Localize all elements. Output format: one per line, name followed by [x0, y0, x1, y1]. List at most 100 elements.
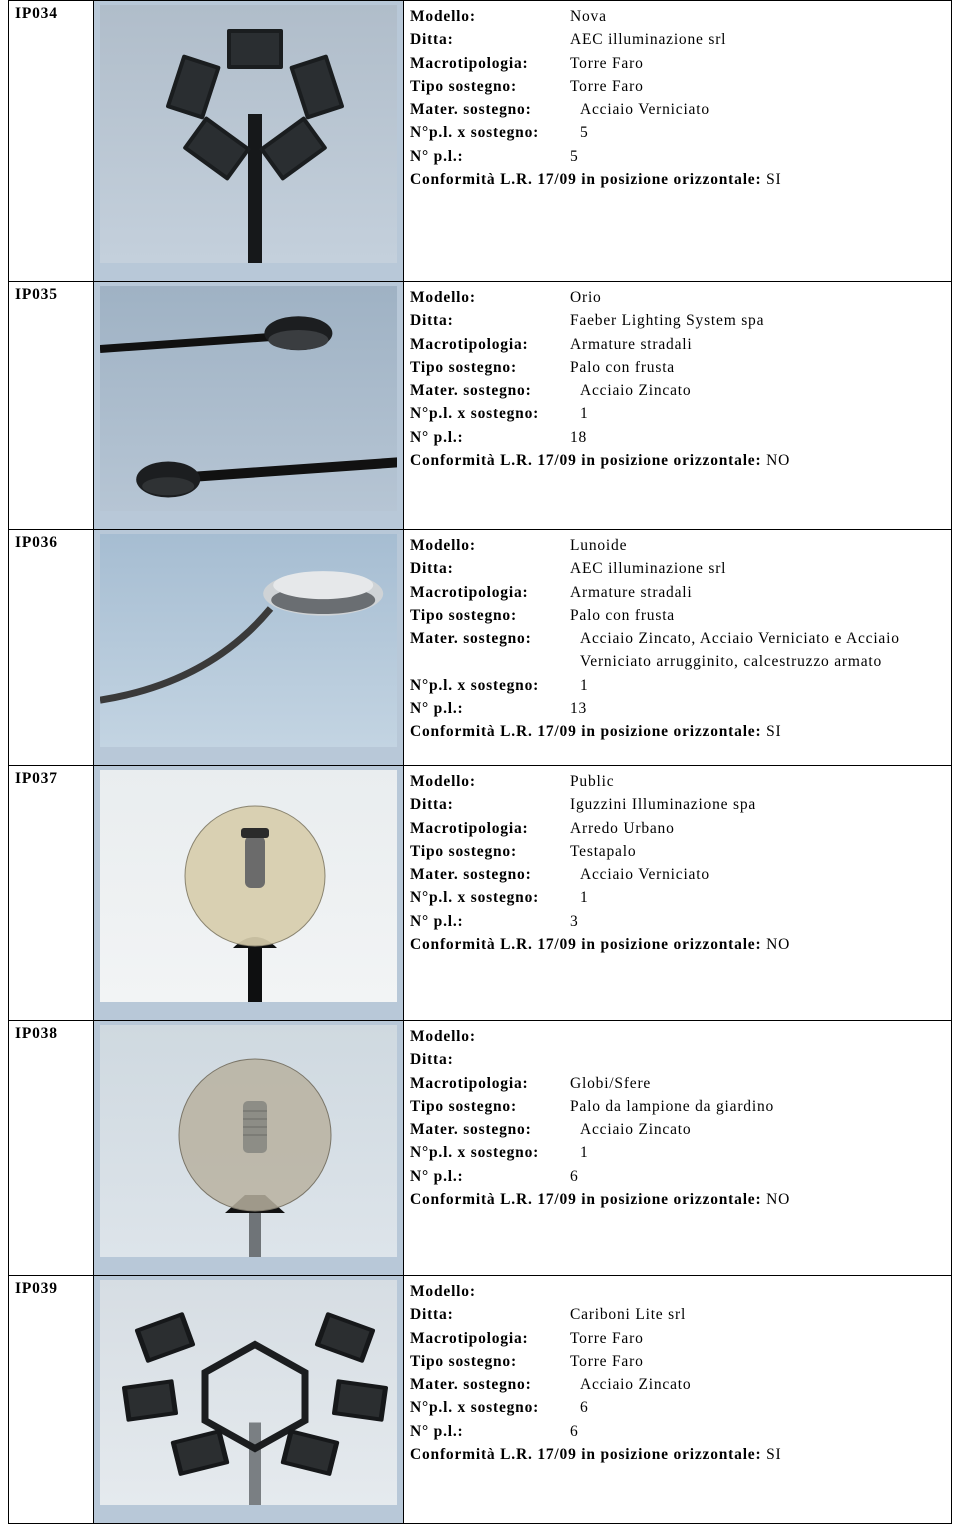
field-value: Armature stradali	[570, 333, 945, 356]
field-conformita: Conformità L.R. 17/09 in posizione orizz…	[410, 933, 945, 956]
field-mater_sostegno: Mater. sostegno:Acciaio Verniciato	[410, 863, 945, 886]
field-value: 1	[580, 886, 945, 909]
field-label: Tipo sostegno:	[410, 1095, 570, 1118]
field-mater_sostegno: Mater. sostegno:Acciaio Zincato	[410, 1373, 945, 1396]
conformita-value: SI	[766, 1446, 781, 1463]
field-value: 1	[580, 402, 945, 425]
row-image	[94, 1021, 404, 1276]
field-label: N°p.l. x sostegno:	[410, 121, 580, 144]
field-macrotipologia: Macrotipologia:Armature stradali	[410, 581, 945, 604]
field-value: 5	[580, 121, 945, 144]
field-value: Orio	[570, 286, 945, 309]
field-mater_sostegno: Mater. sostegno:Acciaio Zincato	[410, 1118, 945, 1141]
field-value: 1	[580, 1141, 945, 1164]
table-row: IP039 Modello:Ditta:Cariboni Lite srlMac…	[9, 1276, 952, 1524]
row-id: IP037	[9, 766, 94, 1021]
field-npl_x_sostegno: N°p.l. x sostegno:1	[410, 402, 945, 425]
conformita-label: Conformità L.R. 17/09 in posizione orizz…	[410, 452, 755, 469]
row-image	[94, 1, 404, 282]
field-ditta: Ditta:AEC illuminazione srl	[410, 28, 945, 51]
field-label: N° p.l.:	[410, 697, 570, 720]
field-label: Macrotipologia:	[410, 581, 570, 604]
field-value: Acciaio Verniciato	[580, 98, 945, 121]
field-label: Tipo sostegno:	[410, 356, 570, 379]
conformita-value: SI	[766, 723, 781, 740]
field-mater_sostegno: Mater. sostegno:Acciaio Verniciato	[410, 98, 945, 121]
row-id: IP035	[9, 282, 94, 530]
row-id: IP036	[9, 530, 94, 766]
field-npl_x_sostegno: N°p.l. x sostegno:1	[410, 674, 945, 697]
field-label: Ditta:	[410, 793, 570, 816]
row-info: Modello:OrioDitta:Faeber Lighting System…	[404, 282, 952, 530]
field-ditta: Ditta:	[410, 1048, 945, 1071]
field-mater_sostegno: Mater. sostegno:Acciaio Zincato	[410, 379, 945, 402]
field-npl_x_sostegno: N°p.l. x sostegno:1	[410, 1141, 945, 1164]
conformita-value: NO	[766, 452, 790, 469]
row-id: IP038	[9, 1021, 94, 1276]
field-label: Tipo sostegno:	[410, 75, 570, 98]
field-label: Mater. sostegno:	[410, 863, 580, 886]
field-conformita: Conformità L.R. 17/09 in posizione orizz…	[410, 449, 945, 472]
field-value: Palo con frusta	[570, 356, 945, 379]
field-macrotipologia: Macrotipologia:Torre Faro	[410, 52, 945, 75]
field-tipo_sostegno: Tipo sostegno:Palo da lampione da giardi…	[410, 1095, 945, 1118]
field-macrotipologia: Macrotipologia:Arredo Urbano	[410, 817, 945, 840]
field-value	[570, 1280, 945, 1303]
field-label: N° p.l.:	[410, 1165, 570, 1188]
field-modello: Modello:	[410, 1280, 945, 1303]
field-ditta: Ditta:AEC illuminazione srl	[410, 557, 945, 580]
field-value: Faeber Lighting System spa	[570, 309, 945, 332]
field-label: N° p.l.:	[410, 426, 570, 449]
field-macrotipologia: Macrotipologia:Torre Faro	[410, 1327, 945, 1350]
table-row: IP035 Modello:OrioDitta:Faeber Lighting …	[9, 282, 952, 530]
field-label: Tipo sostegno:	[410, 840, 570, 863]
row-info: Modello:LunoideDitta:AEC illuminazione s…	[404, 530, 952, 766]
field-macrotipologia: Macrotipologia:Armature stradali	[410, 333, 945, 356]
field-label: Mater. sostegno:	[410, 627, 580, 674]
field-label: Ditta:	[410, 1048, 570, 1071]
field-ditta: Ditta:Faeber Lighting System spa	[410, 309, 945, 332]
field-value: Globi/Sfere	[570, 1072, 945, 1095]
field-conformita: Conformità L.R. 17/09 in posizione orizz…	[410, 1443, 945, 1466]
field-value: Testapalo	[570, 840, 945, 863]
catalog-table: IP034 Modello:NovaDitta:AEC illuminazion…	[8, 0, 952, 1524]
field-label: N°p.l. x sostegno:	[410, 886, 580, 909]
field-label: Macrotipologia:	[410, 1072, 570, 1095]
field-ditta: Ditta:Iguzzini Illuminazione spa	[410, 793, 945, 816]
field-label: N°p.l. x sostegno:	[410, 674, 580, 697]
field-tipo_sostegno: Tipo sostegno:Testapalo	[410, 840, 945, 863]
field-value	[570, 1025, 945, 1048]
field-npl: N° p.l.:6	[410, 1165, 945, 1188]
field-label: Modello:	[410, 1280, 570, 1303]
field-label: Macrotipologia:	[410, 1327, 570, 1350]
field-value: Acciaio Zincato	[580, 379, 945, 402]
field-value: Public	[570, 770, 945, 793]
field-label: Ditta:	[410, 28, 570, 51]
conformita-label: Conformità L.R. 17/09 in posizione orizz…	[410, 1446, 755, 1463]
field-label: Modello:	[410, 286, 570, 309]
field-value: Nova	[570, 5, 945, 28]
row-info: Modello:NovaDitta:AEC illuminazione srlM…	[404, 1, 952, 282]
field-value: Armature stradali	[570, 581, 945, 604]
field-ditta: Ditta:Cariboni Lite srl	[410, 1303, 945, 1326]
conformita-label: Conformità L.R. 17/09 in posizione orizz…	[410, 1191, 755, 1208]
conformita-value: NO	[766, 936, 790, 953]
field-label: Modello:	[410, 1025, 570, 1048]
field-macrotipologia: Macrotipologia:Globi/Sfere	[410, 1072, 945, 1095]
field-label: Ditta:	[410, 557, 570, 580]
field-label: Mater. sostegno:	[410, 98, 580, 121]
field-value: Acciaio Verniciato	[580, 863, 945, 886]
conformita-label: Conformità L.R. 17/09 in posizione orizz…	[410, 936, 755, 953]
field-conformita: Conformità L.R. 17/09 in posizione orizz…	[410, 1188, 945, 1211]
field-value: Arredo Urbano	[570, 817, 945, 840]
field-label: N° p.l.:	[410, 1420, 570, 1443]
field-npl: N° p.l.:13	[410, 697, 945, 720]
field-npl: N° p.l.:6	[410, 1420, 945, 1443]
table-row: IP036 Modello:LunoideDitta:AEC illuminaz…	[9, 530, 952, 766]
field-npl: N° p.l.:5	[410, 145, 945, 168]
field-value: Torre Faro	[570, 1350, 945, 1373]
field-value: AEC illuminazione srl	[570, 28, 945, 51]
field-tipo_sostegno: Tipo sostegno:Palo con frusta	[410, 604, 945, 627]
row-info: Modello:Ditta:Cariboni Lite srlMacrotipo…	[404, 1276, 952, 1524]
field-value: 3	[570, 910, 945, 933]
